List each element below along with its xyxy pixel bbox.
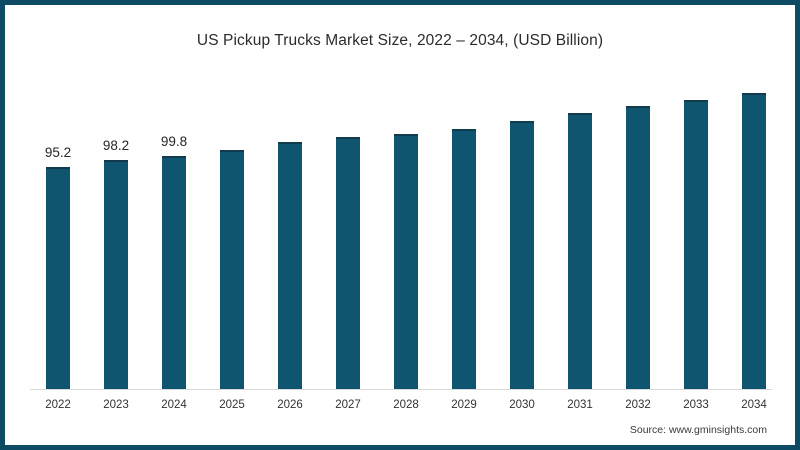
- x-tick-label-2030: 2030: [509, 399, 535, 411]
- bar-2028[interactable]: [394, 134, 418, 389]
- x-tick-label-2027: 2027: [335, 399, 361, 411]
- bar-2034[interactable]: [742, 93, 766, 389]
- bar-2027[interactable]: [336, 137, 360, 389]
- bar-2023[interactable]: [104, 160, 128, 389]
- x-tick-label-2031: 2031: [567, 399, 593, 411]
- x-tick-label-2029: 2029: [451, 399, 477, 411]
- bar-value-label-2023: 98.2: [102, 138, 130, 153]
- bar-2030[interactable]: [510, 121, 534, 389]
- bar-value-label-2022: 95.2: [44, 145, 72, 160]
- x-tick-label-2023: 2023: [103, 399, 129, 411]
- x-axis-line: [30, 389, 772, 390]
- x-tick-label-2032: 2032: [625, 399, 651, 411]
- x-tick-label-2034: 2034: [741, 399, 767, 411]
- x-tick-label-2024: 2024: [161, 399, 187, 411]
- bar-2026[interactable]: [278, 142, 302, 389]
- bar-2025[interactable]: [220, 150, 244, 389]
- x-tick-label-2028: 2028: [393, 399, 419, 411]
- bar-2032[interactable]: [626, 106, 650, 389]
- bar-2029[interactable]: [452, 129, 476, 389]
- bar-2033[interactable]: [684, 100, 708, 389]
- bar-value-label-2024: 99.8: [160, 134, 188, 149]
- x-tick-label-2026: 2026: [277, 399, 303, 411]
- bar-2031[interactable]: [568, 113, 592, 389]
- x-tick-label-2025: 2025: [219, 399, 245, 411]
- chart-title: US Pickup Trucks Market Size, 2022 – 203…: [196, 32, 604, 49]
- x-tick-label-2022: 2022: [45, 399, 71, 411]
- source-attribution: Source: www.gminsights.com: [629, 424, 767, 436]
- bar-2022[interactable]: [46, 167, 70, 389]
- bar-2024[interactable]: [162, 156, 186, 389]
- x-tick-label-2033: 2033: [683, 399, 709, 411]
